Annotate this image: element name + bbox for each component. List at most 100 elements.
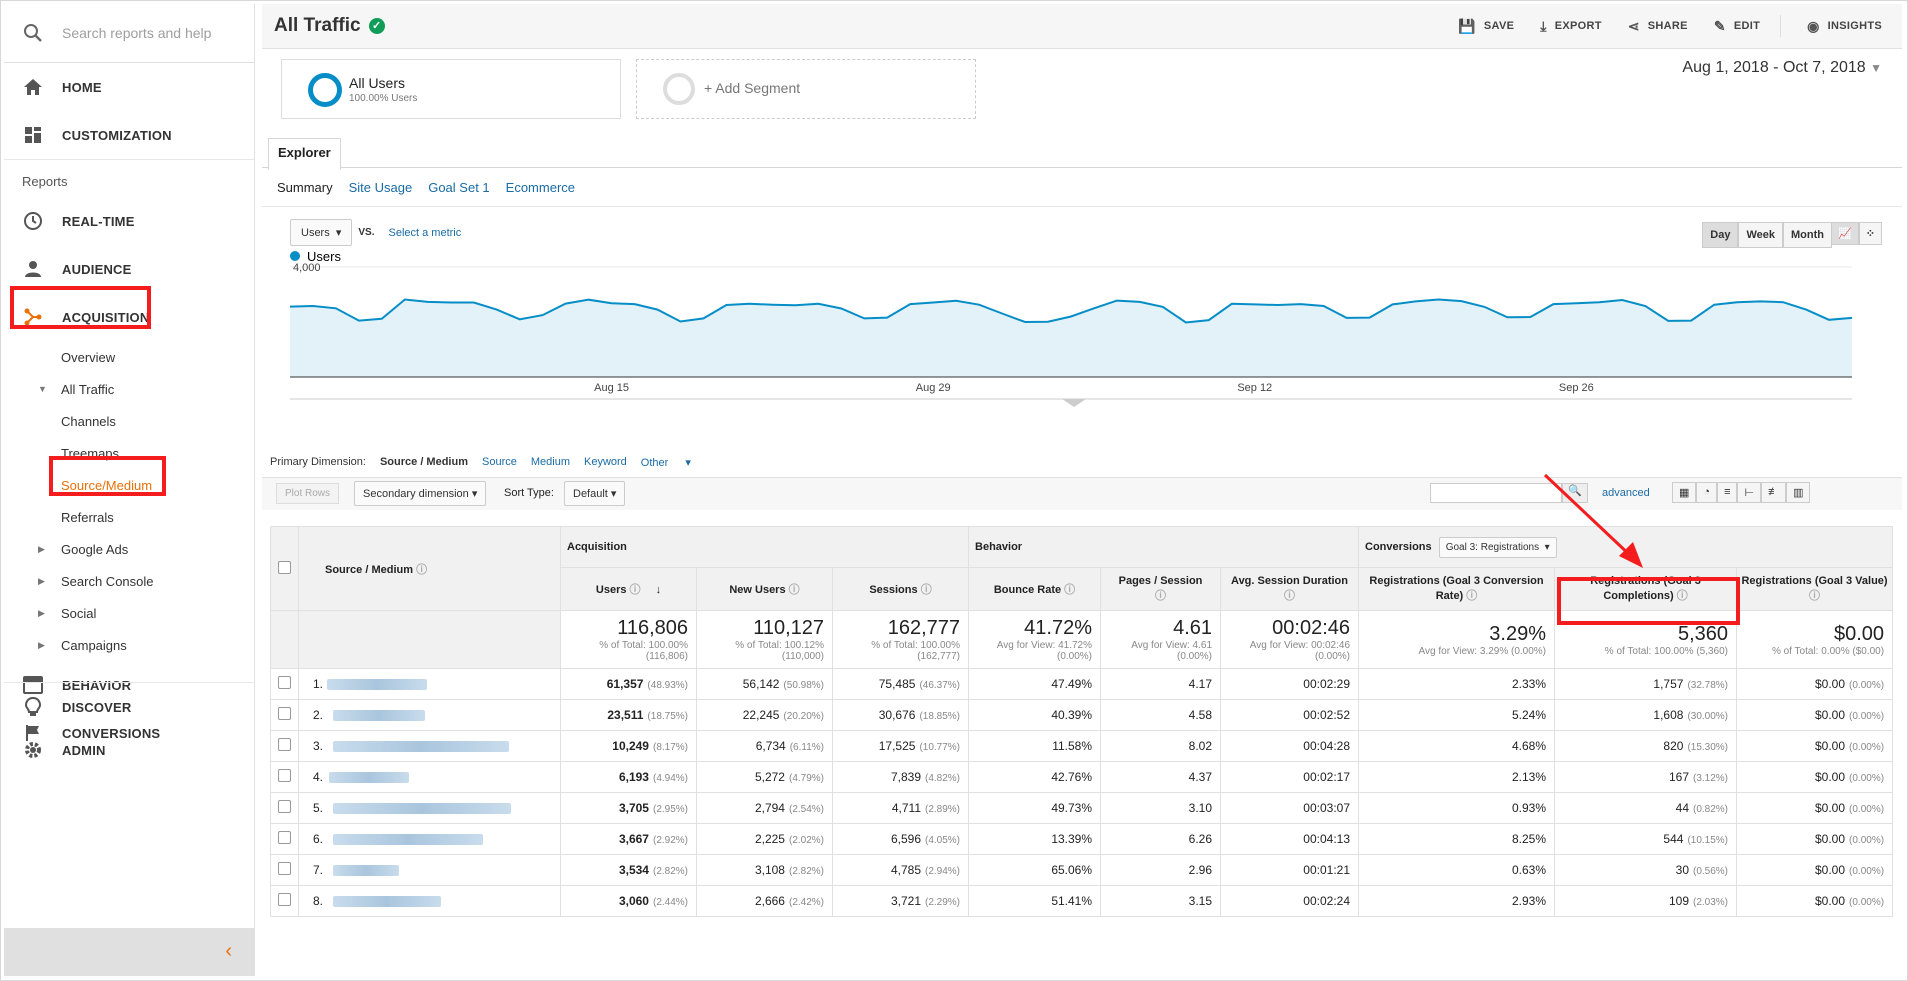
- nav-acquisition[interactable]: ACQUISITION: [4, 293, 254, 341]
- day-button[interactable]: Day: [1702, 222, 1739, 248]
- col-users[interactable]: Users ⓘ ↓: [560, 567, 697, 611]
- col-pages-session[interactable]: Pages / Session ⓘ: [1100, 567, 1222, 611]
- cell-value: 3,705: [618, 801, 649, 815]
- nav-social[interactable]: ▶ Social: [4, 597, 254, 629]
- add-segment-button[interactable]: + Add Segment: [636, 59, 976, 119]
- dimension-option-source[interactable]: Source: [482, 456, 517, 468]
- row-checkbox[interactable]: [278, 893, 291, 906]
- table-row[interactable]: 7. 3,534 (2.82%) 3,108 (2.82%) 4,785 (2.94%) 65…: [270, 854, 1894, 886]
- nav-referrals[interactable]: Referrals: [4, 501, 254, 533]
- cell-value: 1,757: [1653, 677, 1684, 691]
- nav-home-label: HOME: [62, 79, 102, 95]
- redacted-source-link[interactable]: [333, 834, 484, 846]
- insights-button[interactable]: ◉ INSIGHTS: [1807, 18, 1882, 35]
- tab-ecommerce[interactable]: Ecommerce: [505, 179, 576, 195]
- nav-realtime[interactable]: REAL-TIME: [4, 197, 254, 245]
- col-avg-duration[interactable]: Avg. Session Duration ⓘ: [1220, 567, 1360, 611]
- row-conv-rate: 5.24%: [1358, 699, 1556, 731]
- nav-search-console[interactable]: ▶ Search Console: [4, 565, 254, 597]
- col-goal-value[interactable]: Registrations (Goal 3 Value) ⓘ: [1736, 567, 1894, 611]
- nav-behavior[interactable]: BEHAVIOR: [4, 661, 254, 709]
- table-row[interactable]: 6. 3,667 (2.92%) 2,225 (2.02%) 6,596 (4.05%) 13…: [270, 823, 1894, 855]
- term-cloud-icon[interactable]: ≢: [1761, 482, 1787, 503]
- redacted-source-link[interactable]: [333, 710, 426, 722]
- col-sessions[interactable]: Sessions ⓘ: [831, 567, 970, 611]
- goal-select[interactable]: Goal 3: Registrations ▾: [1438, 536, 1557, 558]
- redacted-source-link[interactable]: [333, 803, 512, 815]
- dimension-header[interactable]: Source / Medium ⓘ: [298, 526, 561, 611]
- table-row[interactable]: 1. 61,357 (48.93%) 56,142 (50.98%) 75,485 (46.…: [270, 668, 1894, 700]
- table-search-input[interactable]: [1430, 483, 1562, 503]
- redacted-source-link[interactable]: [329, 772, 410, 784]
- cell-pct: (0.00%): [1849, 680, 1885, 691]
- dimension-option-other[interactable]: Other ▾: [640, 456, 691, 469]
- nav-discover[interactable]: DISCOVER: [4, 682, 254, 731]
- export-button[interactable]: ⤓ EXPORT: [1540, 18, 1602, 35]
- secondary-dimension-select[interactable]: Secondary dimension ▾: [354, 481, 487, 506]
- tab-explorer[interactable]: Explorer: [268, 138, 341, 170]
- select-metric-link[interactable]: Select a metric: [388, 226, 462, 239]
- nav-customization[interactable]: CUSTOMIZATION: [4, 111, 254, 160]
- dimension-option-medium[interactable]: Medium: [530, 456, 570, 468]
- metric-select[interactable]: Users ▾: [290, 219, 353, 246]
- segment-all-users[interactable]: All Users 100.00% Users: [281, 59, 621, 119]
- advanced-filter-link[interactable]: advanced: [1602, 487, 1650, 499]
- nav-overview[interactable]: Overview: [4, 341, 254, 373]
- pivot-icon[interactable]: ▥: [1786, 482, 1811, 503]
- redacted-source-link[interactable]: [333, 896, 442, 908]
- date-range-picker[interactable]: Aug 1, 2018 - Oct 7, 2018 ▼: [1682, 59, 1882, 77]
- comparison-icon[interactable]: ⊢: [1737, 482, 1762, 503]
- row-checkbox[interactable]: [278, 676, 291, 689]
- save-button[interactable]: 💾 SAVE: [1458, 18, 1514, 35]
- col-bounce-rate[interactable]: Bounce Rate ⓘ: [968, 567, 1102, 611]
- table-row[interactable]: 4. 6,193 (4.94%) 5,272 (4.79%) 7,839 (4.82%) 42…: [270, 761, 1894, 793]
- col-avg-duration-label: Avg. Session Duration: [1231, 575, 1348, 587]
- line-chart-icon[interactable]: 📈: [1831, 222, 1859, 245]
- week-button[interactable]: Week: [1738, 222, 1784, 248]
- row-completions: 44 (0.82%): [1554, 792, 1738, 824]
- nav-admin[interactable]: ADMIN: [4, 726, 254, 774]
- share-button[interactable]: ⋖ SHARE: [1628, 18, 1688, 35]
- search-input[interactable]: Search reports and help: [62, 25, 212, 41]
- nav-channels[interactable]: Channels: [4, 405, 254, 437]
- nav-source-medium[interactable]: Source/Medium: [4, 469, 254, 501]
- redacted-source-link[interactable]: [333, 741, 510, 753]
- row-checkbox[interactable]: [278, 862, 291, 875]
- nav-all-traffic[interactable]: ▼ All Traffic: [4, 373, 254, 405]
- dimension-option-keyword[interactable]: Keyword: [583, 456, 627, 468]
- data-table-icon[interactable]: ▦: [1672, 482, 1697, 503]
- redacted-source-link[interactable]: [333, 865, 400, 877]
- table-row[interactable]: 3. 10,249 (8.17%) 6,734 (6.11%) 17,525 (10.77%…: [270, 730, 1894, 762]
- tab-summary[interactable]: Summary: [277, 179, 333, 195]
- row-checkbox[interactable]: [278, 738, 291, 751]
- col-conv-rate[interactable]: Registrations (Goal 3 Conversion Rate) ⓘ: [1358, 567, 1556, 611]
- collapse-chart-handle[interactable]: [1062, 399, 1086, 407]
- row-checkbox[interactable]: [278, 831, 291, 844]
- col-new-users[interactable]: New Users ⓘ: [696, 567, 833, 611]
- row-checkbox[interactable]: [278, 769, 291, 782]
- tab-site-usage[interactable]: Site Usage: [348, 179, 413, 195]
- redacted-source-link[interactable]: [327, 679, 428, 691]
- collapse-sidebar[interactable]: ‹: [4, 928, 254, 976]
- table-row[interactable]: 8. 3,060 (2.44%) 2,666 (2.42%) 3,721 (2.29%) 51…: [270, 885, 1894, 917]
- edit-button[interactable]: ✎ EDIT: [1714, 18, 1760, 35]
- nav-audience[interactable]: AUDIENCE: [4, 245, 254, 293]
- row-checkbox[interactable]: [278, 707, 291, 720]
- plot-rows-button[interactable]: Plot Rows: [276, 483, 340, 504]
- motion-chart-icon[interactable]: ⁘: [1858, 222, 1882, 245]
- nav-campaigns[interactable]: ▶ Campaigns: [4, 629, 254, 661]
- bar-chart-icon[interactable]: ≡: [1717, 482, 1738, 503]
- sidebar-search[interactable]: Search reports and help: [4, 4, 254, 63]
- primary-dimension-current[interactable]: Source / Medium: [379, 456, 468, 468]
- nav-conversions[interactable]: CONVERSIONS: [4, 709, 254, 757]
- nav-google-ads[interactable]: ▶ Google Ads: [4, 533, 254, 565]
- table-row[interactable]: 5. 3,705 (2.95%) 2,794 (2.54%) 4,711 (2.89%) 49…: [270, 792, 1894, 824]
- tab-goal-set-1[interactable]: Goal Set 1: [428, 179, 490, 195]
- col-completions[interactable]: Registrations (Goal 3 Completions) ⓘ: [1554, 567, 1738, 611]
- nav-home[interactable]: HOME: [4, 63, 254, 111]
- pie-chart-icon[interactable]: ◔: [1696, 482, 1718, 503]
- sort-type-select[interactable]: Default ▾: [564, 481, 626, 506]
- select-all-checkbox[interactable]: [278, 560, 291, 574]
- row-checkbox[interactable]: [278, 800, 291, 813]
- table-row[interactable]: 2. 23,511 (18.75%) 22,245 (20.20%) 30,676 (18.…: [270, 699, 1894, 731]
